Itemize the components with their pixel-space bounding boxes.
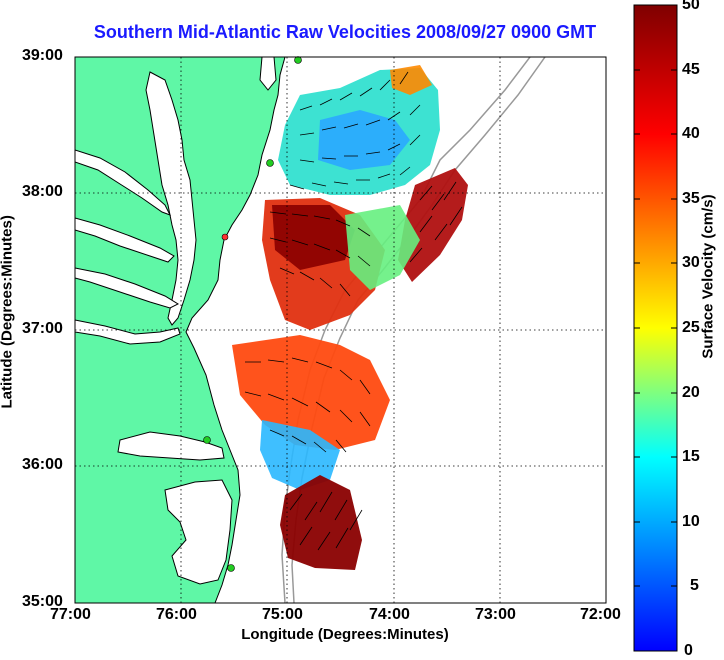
james-river xyxy=(75,319,181,345)
plot-frame xyxy=(74,56,607,604)
y-tick-label: 38:00 xyxy=(22,183,63,200)
albemarle-sound xyxy=(117,431,225,461)
colorbar-tick-label: 35 xyxy=(682,190,700,207)
x-tick-label: 77:00 xyxy=(50,606,91,623)
x-tick-label: 76:00 xyxy=(156,606,197,623)
york-river xyxy=(75,267,180,309)
y-tick-label: 37:00 xyxy=(22,320,63,337)
grid-lines xyxy=(75,57,606,603)
velocity-field-south-jet xyxy=(280,475,362,570)
colorbar-tick-label: 40 xyxy=(682,125,700,142)
velocity-field-south-blue xyxy=(260,420,340,490)
colorbar-tick-label: 15 xyxy=(682,448,700,465)
colorbar-ticks xyxy=(634,69,677,587)
y-tick-label: 35:00 xyxy=(22,593,63,610)
colorbar-label: Surface Velocity (cm/s) xyxy=(699,194,717,359)
velocity-field-north-hot xyxy=(390,65,432,95)
velocity-field-south-mid xyxy=(232,335,390,450)
velocity-vectors xyxy=(244,71,463,551)
colorbar-tick-label: 25 xyxy=(682,319,700,336)
colorbar-tick-label: 30 xyxy=(682,254,700,271)
colorbar-tick-label: 20 xyxy=(682,384,700,401)
y-tick-label: 36:00 xyxy=(22,456,63,473)
velocity-field-north-core xyxy=(318,110,410,170)
colorbar-tick-label: 5 xyxy=(690,577,699,594)
colorbar-tick-label: 45 xyxy=(682,61,700,78)
potomac-river xyxy=(75,149,172,216)
rappahannock-river xyxy=(75,217,175,263)
x-tick-label: 75:00 xyxy=(262,606,303,623)
colorbar-tick-label: 0 xyxy=(684,642,693,659)
radar-sites xyxy=(203,56,302,572)
delaware-bay xyxy=(259,57,277,91)
colorbar-tick-label: 50 xyxy=(682,0,700,13)
y-axis-label: Latitude (Degrees:Minutes) xyxy=(0,215,16,409)
map-title: Southern Mid-Atlantic Raw Velocities 200… xyxy=(93,22,597,42)
x-tick-label: 73:00 xyxy=(475,606,516,623)
velocity-field-central-east xyxy=(345,205,420,290)
colorbar-tick-label: 10 xyxy=(682,513,700,530)
x-axis-label: Longitude (Degrees:Minutes) xyxy=(241,626,449,643)
chesapeake-bay xyxy=(145,71,197,326)
y-tick-label: 39:00 xyxy=(22,47,63,64)
x-tick-label: 72:00 xyxy=(580,606,621,623)
x-tick-label: 74:00 xyxy=(369,606,410,623)
velocity-field-east-jet xyxy=(398,168,468,282)
velocity-field-central-dark xyxy=(272,205,355,270)
colorbar xyxy=(633,4,678,652)
